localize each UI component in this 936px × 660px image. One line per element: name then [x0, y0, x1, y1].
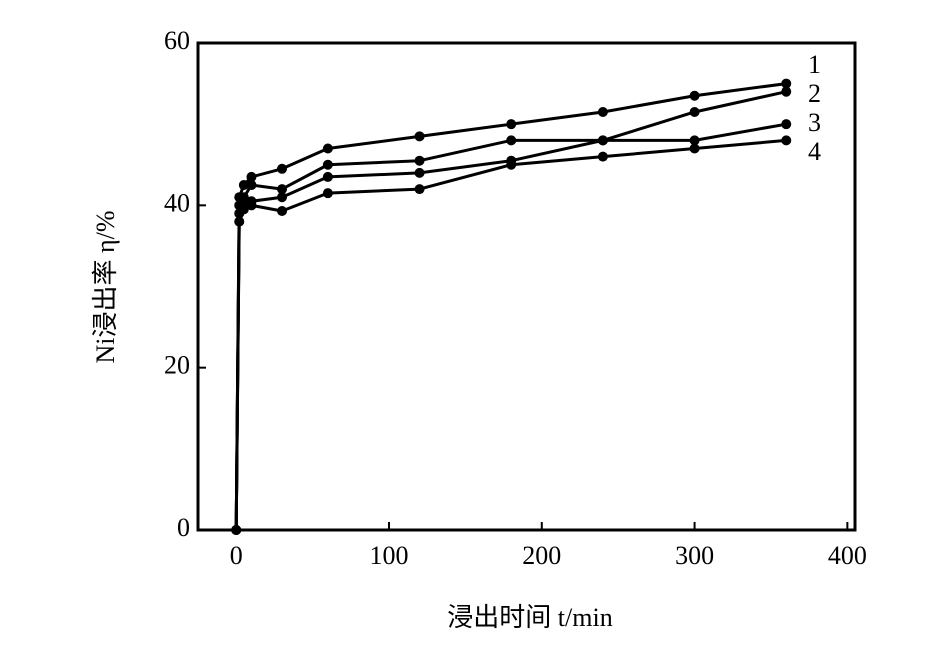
- data-point: [597, 106, 608, 117]
- series-label: 4: [808, 137, 821, 166]
- x-tick-label: 400: [828, 541, 867, 570]
- data-point: [238, 204, 249, 215]
- x-axis-label: 浸出时间 t/min: [447, 603, 612, 632]
- data-point: [414, 155, 425, 166]
- data-point: [414, 131, 425, 142]
- series-label: 1: [808, 50, 821, 79]
- data-point: [234, 216, 245, 227]
- data-point: [246, 180, 257, 191]
- data-point: [277, 192, 288, 203]
- data-point: [506, 119, 517, 130]
- series-label: 2: [808, 79, 821, 108]
- data-point: [781, 135, 792, 146]
- data-point: [414, 184, 425, 195]
- data-point: [506, 135, 517, 146]
- data-point: [689, 90, 700, 101]
- x-tick-label: 100: [369, 541, 408, 570]
- data-point: [322, 143, 333, 154]
- data-point: [231, 525, 242, 535]
- data-point: [414, 167, 425, 178]
- series-line: [234, 138, 787, 531]
- x-tick-label: 0: [230, 541, 243, 570]
- data-point: [689, 106, 700, 117]
- series-label: 3: [808, 108, 821, 137]
- data-point: [689, 143, 700, 154]
- data-point: [322, 159, 333, 170]
- series-line: [234, 82, 787, 531]
- data-point: [246, 200, 257, 211]
- data-point: [238, 192, 249, 203]
- x-tick-label: 200: [522, 541, 561, 570]
- data-point: [597, 151, 608, 162]
- data-point: [781, 78, 792, 89]
- data-point: [238, 180, 249, 191]
- data-point: [597, 135, 608, 146]
- y-axis-label: Ni浸出率 η/%: [91, 211, 120, 364]
- y-tick-label: 40: [164, 188, 190, 217]
- data-point: [689, 135, 700, 146]
- data-point: [322, 171, 333, 182]
- plot-frame: [196, 41, 857, 532]
- series-line: [234, 122, 787, 531]
- data-point: [277, 163, 288, 174]
- data-point: [781, 86, 792, 97]
- y-tick-label: 0: [177, 513, 190, 542]
- data-point: [277, 206, 288, 217]
- data-point: [506, 159, 517, 170]
- data-point: [246, 171, 257, 182]
- data-point: [322, 188, 333, 199]
- x-tick-label: 300: [675, 541, 714, 570]
- y-tick-label: 20: [164, 351, 190, 380]
- data-point: [781, 119, 792, 130]
- data-point: [277, 184, 288, 195]
- y-tick-label: 60: [164, 26, 190, 55]
